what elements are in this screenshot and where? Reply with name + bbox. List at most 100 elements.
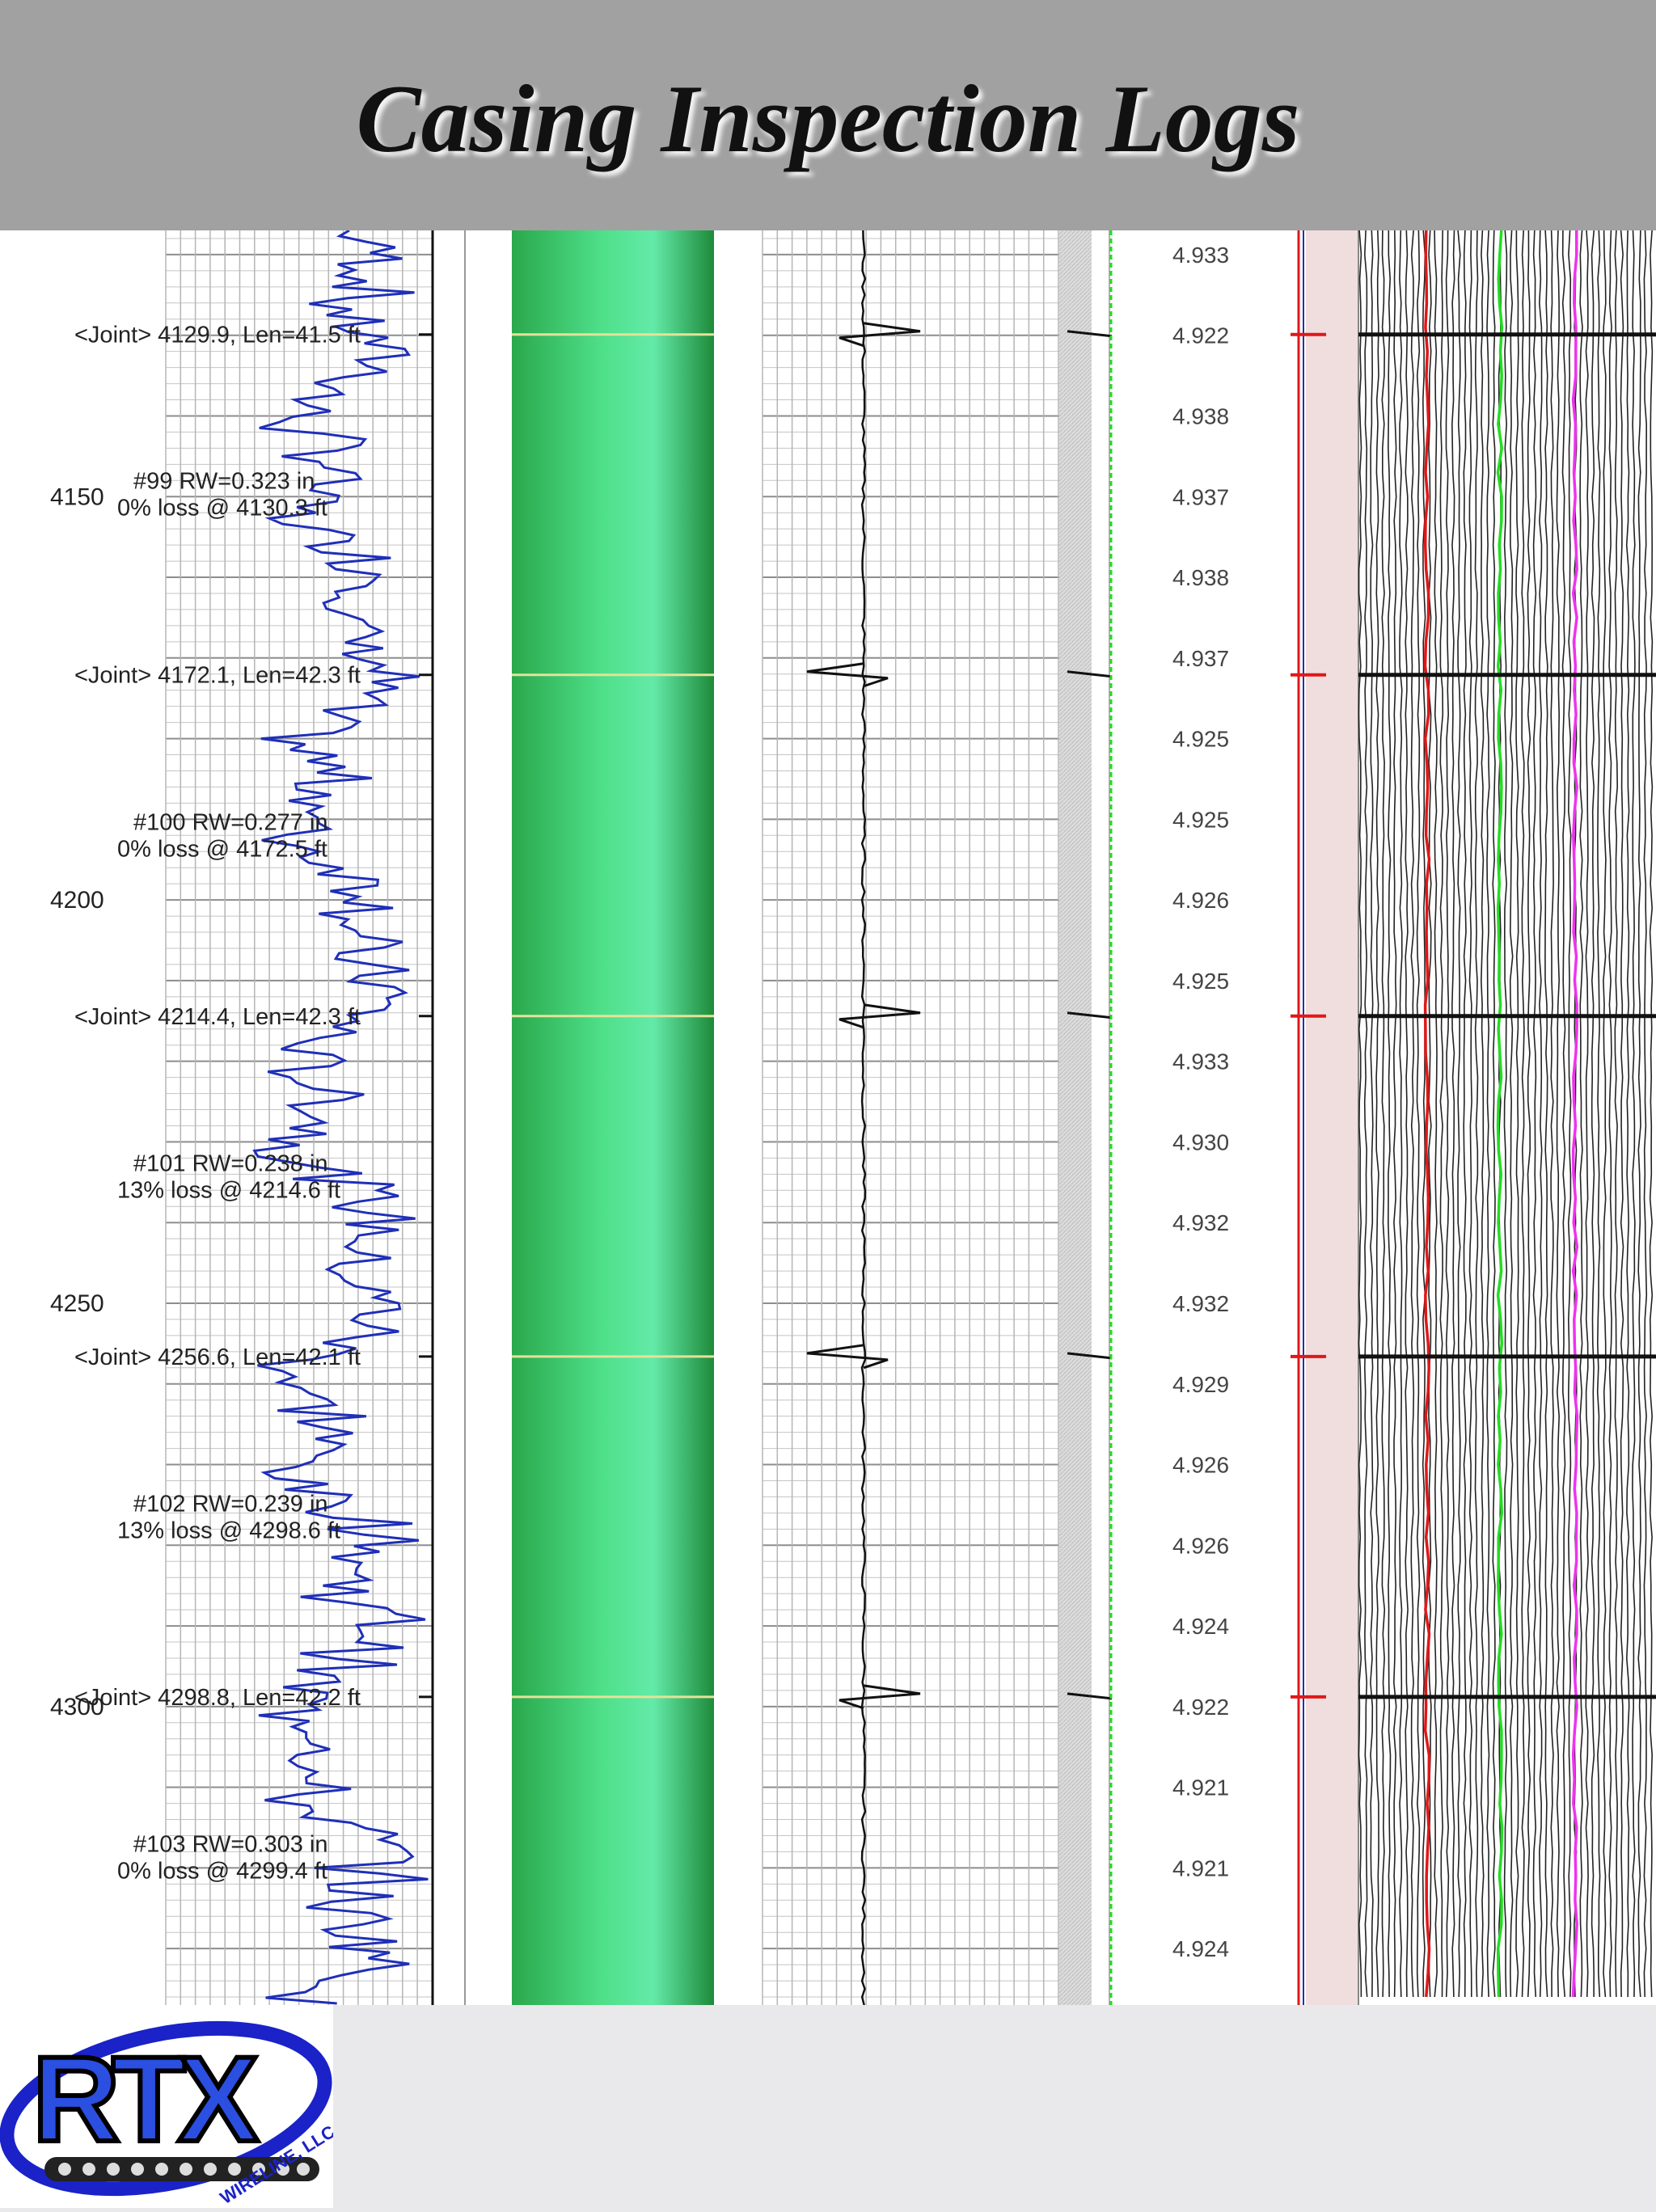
collar-tick <box>1067 1692 1113 1700</box>
pipe-annotation-line1: #102 RW=0.239 in <box>133 1491 328 1517</box>
finger-trace <box>1480 230 1485 1998</box>
finger-trace <box>1596 230 1601 1998</box>
id-reading-value: 4.925 <box>1172 727 1229 752</box>
pipe-annotation-line1: #100 RW=0.277 in <box>133 809 328 835</box>
collar-tick <box>1067 1352 1113 1360</box>
joint-label: <Joint> 4172.1, Len=42.3 ft <box>74 663 361 689</box>
track-frames <box>431 230 1359 2005</box>
pipe-annotation-line2: 13% loss @ 4214.6 ft <box>117 1177 340 1203</box>
finger-trace <box>1416 230 1421 1998</box>
joint-label: <Joint> 4298.8, Len=42.2 ft <box>74 1685 361 1711</box>
id-reading-value: 4.938 <box>1172 403 1229 428</box>
id-reading-value: 4.932 <box>1172 1291 1229 1316</box>
finger-trace <box>1608 230 1612 1998</box>
depth-label: 4300 <box>50 1694 104 1720</box>
pipe-annotation-line1: #101 RW=0.238 in <box>133 1150 328 1176</box>
signal-joint-spike <box>839 1684 921 1710</box>
finger-band <box>1306 230 1358 2005</box>
finger-trace <box>1451 230 1455 1998</box>
finger-trace <box>1649 230 1654 1998</box>
collar-tick <box>1067 670 1113 678</box>
finger-trace <box>1603 230 1607 1998</box>
logo-svg: RTX WIRELINE, LLC. <box>0 2020 343 2208</box>
finger-trace <box>1538 230 1543 1998</box>
id-reading-value: 4.930 <box>1172 1129 1229 1155</box>
finger-trace <box>1614 230 1619 1998</box>
pipe-image <box>512 230 714 2005</box>
slide-header: Casing Inspection Logs <box>0 0 1656 230</box>
id-reading-value: 4.937 <box>1172 646 1229 671</box>
finger-trace <box>1410 230 1415 1998</box>
finger-trace <box>1509 230 1514 1998</box>
finger-trace <box>1375 230 1379 1998</box>
pipe-annotation-line1: #99 RW=0.323 in <box>133 468 315 494</box>
id-reading-value: 4.937 <box>1172 484 1229 509</box>
finger-trace <box>1445 230 1450 1998</box>
finger-trace <box>1370 230 1374 1998</box>
finger-trace <box>1387 230 1392 1998</box>
finger-trace <box>1637 230 1641 1998</box>
finger-trace <box>1544 230 1548 1998</box>
id-reading-value: 4.921 <box>1172 1855 1229 1881</box>
finger-trace-colored <box>1496 230 1504 1998</box>
finger-trace <box>1474 230 1479 1998</box>
finger-trace <box>1527 230 1531 1998</box>
finger-trace <box>1392 230 1397 1998</box>
id-reading-value: 4.932 <box>1172 1210 1229 1235</box>
finger-trace <box>1428 230 1432 1998</box>
finger-trace <box>1463 230 1467 1998</box>
finger-trace <box>1503 230 1508 1998</box>
joint-label: <Joint> 4129.9, Len=41.5 ft <box>74 323 361 348</box>
id-reading-value: 4.925 <box>1172 969 1229 994</box>
slide-title: Casing Inspection Logs <box>356 65 1300 172</box>
finger-trace <box>1457 230 1461 1998</box>
depth-label: 4150 <box>50 483 104 510</box>
finger-trace <box>1567 230 1572 1998</box>
finger-trace <box>1521 230 1525 1998</box>
finger-trace <box>1399 230 1403 1998</box>
finger-trace-colored <box>1571 230 1579 1998</box>
depth-label: 4200 <box>50 887 104 914</box>
finger-trace <box>1486 230 1490 1998</box>
id-reading-value: 4.926 <box>1172 1453 1229 1478</box>
finger-trace <box>1585 230 1589 1998</box>
finger-trace <box>1532 230 1537 1998</box>
id-reading-value: 4.933 <box>1172 1049 1229 1074</box>
collar-tick <box>1067 330 1113 338</box>
logo-mark: RTX <box>32 2031 258 2167</box>
finger-trace <box>1468 230 1473 1998</box>
signal-curve <box>860 230 867 2005</box>
id-reading-value: 4.933 <box>1172 243 1229 268</box>
joint-label: <Joint> 4214.4, Len=42.3 ft <box>74 1004 361 1030</box>
id-reading-value: 4.924 <box>1172 1936 1229 1961</box>
hatched-band <box>1059 230 1092 2005</box>
signal-joint-spike <box>839 322 921 348</box>
id-reading-value: 4.926 <box>1172 1533 1229 1558</box>
collar-tick <box>1067 1011 1113 1019</box>
finger-trace <box>1561 230 1566 1998</box>
finger-trace <box>1632 230 1636 1998</box>
finger-trace <box>1358 230 1362 1998</box>
finger-trace <box>1492 230 1496 1998</box>
wall-thickness-curve <box>252 230 429 2005</box>
signal-joint-spike <box>806 662 889 688</box>
finger-trace <box>1556 230 1561 1998</box>
finger-trace <box>1515 230 1519 1998</box>
company-logo: RTX WIRELINE, LLC. <box>0 2005 343 2208</box>
signal-joint-spike <box>806 1344 889 1370</box>
finger-trace <box>1579 230 1583 1998</box>
pipe-annotation-line2: 13% loss @ 4298.6 ft <box>117 1518 340 1543</box>
finger-trace <box>1591 230 1595 1998</box>
pipe-annotation-line1: #103 RW=0.303 in <box>133 1831 328 1857</box>
id-reading-value: 4.925 <box>1172 807 1229 832</box>
pipe-annotation-line2: 0% loss @ 4299.4 ft <box>117 1858 327 1884</box>
finger-trace <box>1550 230 1554 1998</box>
finger-trace <box>1620 230 1624 1998</box>
finger-trace <box>1363 230 1368 1998</box>
pipe-annotation-line2: 0% loss @ 4130.3 ft <box>117 495 327 521</box>
id-reading-value: 4.926 <box>1172 888 1229 913</box>
curves-layer <box>252 230 1656 2005</box>
id-reading-value: 4.921 <box>1172 1775 1229 1800</box>
finger-trace <box>1434 230 1438 1998</box>
log-svg: 4.933 4.922 4.938 4.937 4.938 4.937 4.925 4.925… <box>50 230 1656 2005</box>
